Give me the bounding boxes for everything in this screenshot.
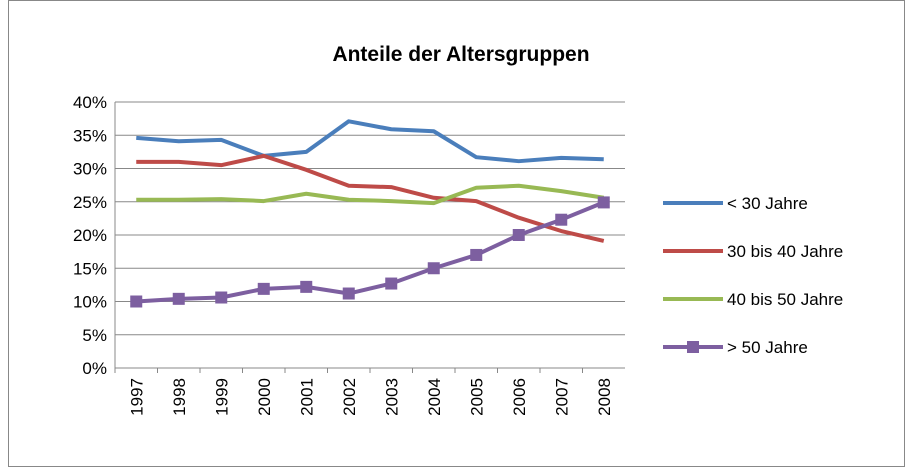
series-marker (470, 248, 483, 261)
series-marker (555, 213, 568, 226)
x-tick-label: 2001 (297, 378, 316, 416)
series-line (136, 183, 605, 206)
series-marker (257, 282, 270, 295)
series-marker (342, 287, 355, 300)
x-tick-label: 2008 (595, 378, 614, 416)
y-tick-label: 20% (73, 226, 107, 245)
series-marker (172, 292, 185, 305)
x-tick-label: 2007 (552, 378, 571, 416)
legend-label: 30 bis 40 Jahre (727, 242, 843, 261)
y-tick-label: 40% (73, 93, 107, 112)
series-marker (385, 277, 398, 290)
legend-marker (687, 341, 699, 353)
y-tick-label: 15% (73, 259, 107, 278)
y-tick-label: 0% (82, 359, 107, 378)
chart-title: Anteile der Altersgruppen (332, 43, 589, 66)
y-tick-label: 30% (73, 160, 107, 179)
legend-label: < 30 Jahre (727, 194, 808, 213)
series-marker (597, 196, 610, 209)
x-tick-label: 2004 (425, 378, 444, 416)
y-tick-label: 5% (82, 326, 107, 345)
series-marker (130, 295, 143, 308)
x-tick-label: 1999 (212, 378, 231, 416)
series-line (136, 153, 605, 243)
series-marker (300, 280, 313, 293)
x-tick-label: 2003 (382, 378, 401, 416)
x-tick-label: 2002 (340, 378, 359, 416)
y-tick-label: 35% (73, 126, 107, 145)
x-tick-label: 1997 (127, 378, 146, 416)
y-tick-label: 10% (73, 293, 107, 312)
chart-frame (8, 0, 905, 467)
series-line (136, 119, 604, 164)
legend-label: 40 bis 50 Jahre (727, 290, 843, 309)
x-tick-label: 2005 (467, 378, 486, 416)
y-tick-label: 25% (73, 193, 107, 212)
series-marker (427, 262, 440, 275)
x-tick-label: 2000 (255, 378, 274, 416)
series-line (136, 200, 605, 304)
legend-label: > 50 Jahre (727, 338, 808, 357)
x-tick-label: 2006 (510, 378, 529, 416)
x-tick-label: 1998 (170, 378, 189, 416)
series-marker (512, 229, 525, 241)
series-marker (215, 291, 228, 304)
